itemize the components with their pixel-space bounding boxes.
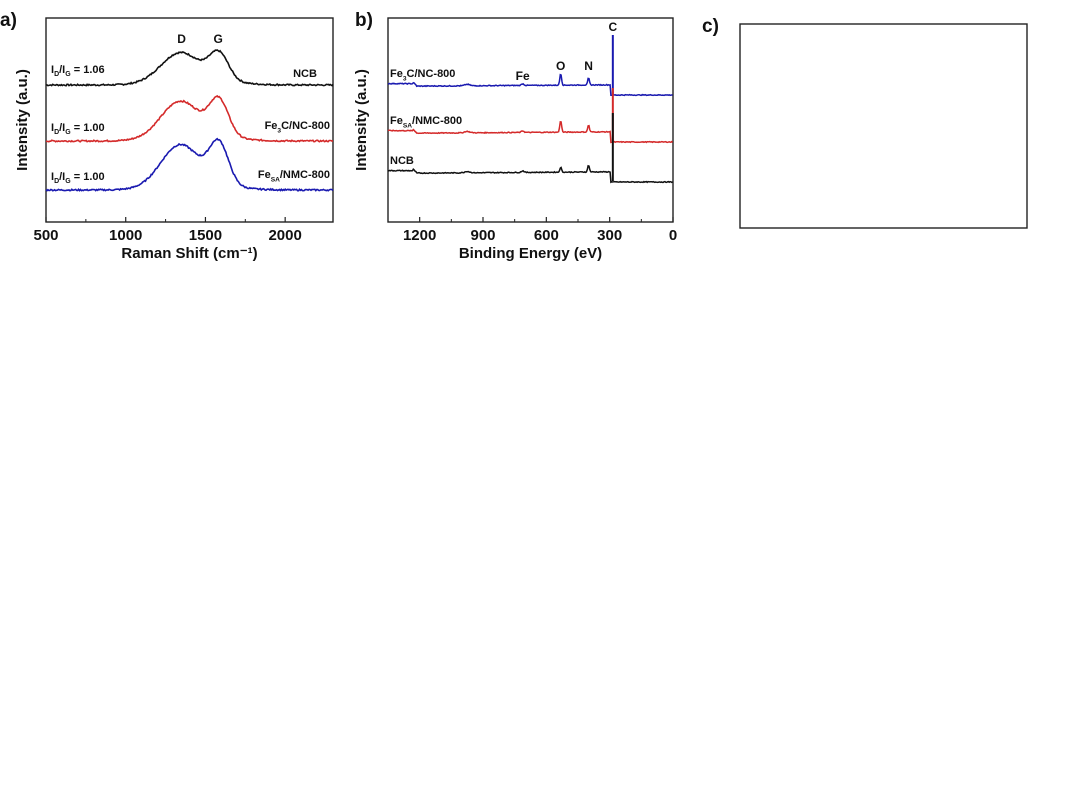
peak-label: O xyxy=(556,59,565,73)
peak-label: D xyxy=(177,32,186,46)
panel-c: c) xyxy=(702,16,1028,229)
series-label: Fe3C/NC-800 xyxy=(265,120,330,134)
plot-frame xyxy=(45,17,334,223)
panel-label: a) xyxy=(0,10,17,31)
series-label: FeSA/NMC-800 xyxy=(390,115,462,129)
series-line-1 xyxy=(387,120,674,144)
series-line-2 xyxy=(45,137,334,192)
x-tick-label: 500 xyxy=(33,227,58,244)
series-line-0 xyxy=(45,49,334,87)
series-line-1 xyxy=(45,94,334,143)
series-line-2 xyxy=(387,164,673,184)
x-tick-label: 600 xyxy=(534,227,559,244)
plot-frame xyxy=(387,17,674,223)
ratio-label: ID/IG = 1.00 xyxy=(51,171,105,185)
x-tick-label: 0 xyxy=(669,227,677,244)
plot-frame xyxy=(739,23,1028,229)
peak-label: C xyxy=(608,20,617,34)
panel-label: b) xyxy=(355,10,373,31)
peak-label: Fe xyxy=(516,69,530,83)
series-label: NCB xyxy=(390,155,414,167)
series-line-0 xyxy=(387,73,673,97)
x-tick-label: 2000 xyxy=(268,227,301,244)
peak-label: N xyxy=(584,59,593,73)
x-tick-label: 1000 xyxy=(109,227,142,244)
y-axis-label: Intensity (a.u.) xyxy=(14,69,31,171)
x-axis-label: Binding Energy (eV) xyxy=(459,245,602,262)
series-label: NCB xyxy=(293,68,317,80)
x-tick-label: 900 xyxy=(470,227,495,244)
x-axis-label: Raman Shift (cm⁻¹) xyxy=(121,245,257,262)
x-tick-label: 1500 xyxy=(189,227,222,244)
x-tick-label: 300 xyxy=(597,227,622,244)
series-label: FeSA/NMC-800 xyxy=(258,169,330,183)
panel-label: c) xyxy=(702,16,719,37)
peak-label: G xyxy=(214,32,223,46)
y-axis-label: Intensity (a.u.) xyxy=(353,69,370,171)
panel-a: a) 500 1000 1500 2000 Raman Shift (cm⁻¹) Inten… xyxy=(0,10,334,262)
ratio-label: ID/IG = 1.00 xyxy=(51,122,105,136)
x-tick-label: 1200 xyxy=(403,227,436,244)
panel-b: b) 1200 900 600 300 0 Binding Energy (eV) Inten… xyxy=(353,10,677,262)
series-label: Fe3C/NC-800 xyxy=(390,68,455,82)
ratio-label: ID/IG = 1.06 xyxy=(51,64,105,78)
